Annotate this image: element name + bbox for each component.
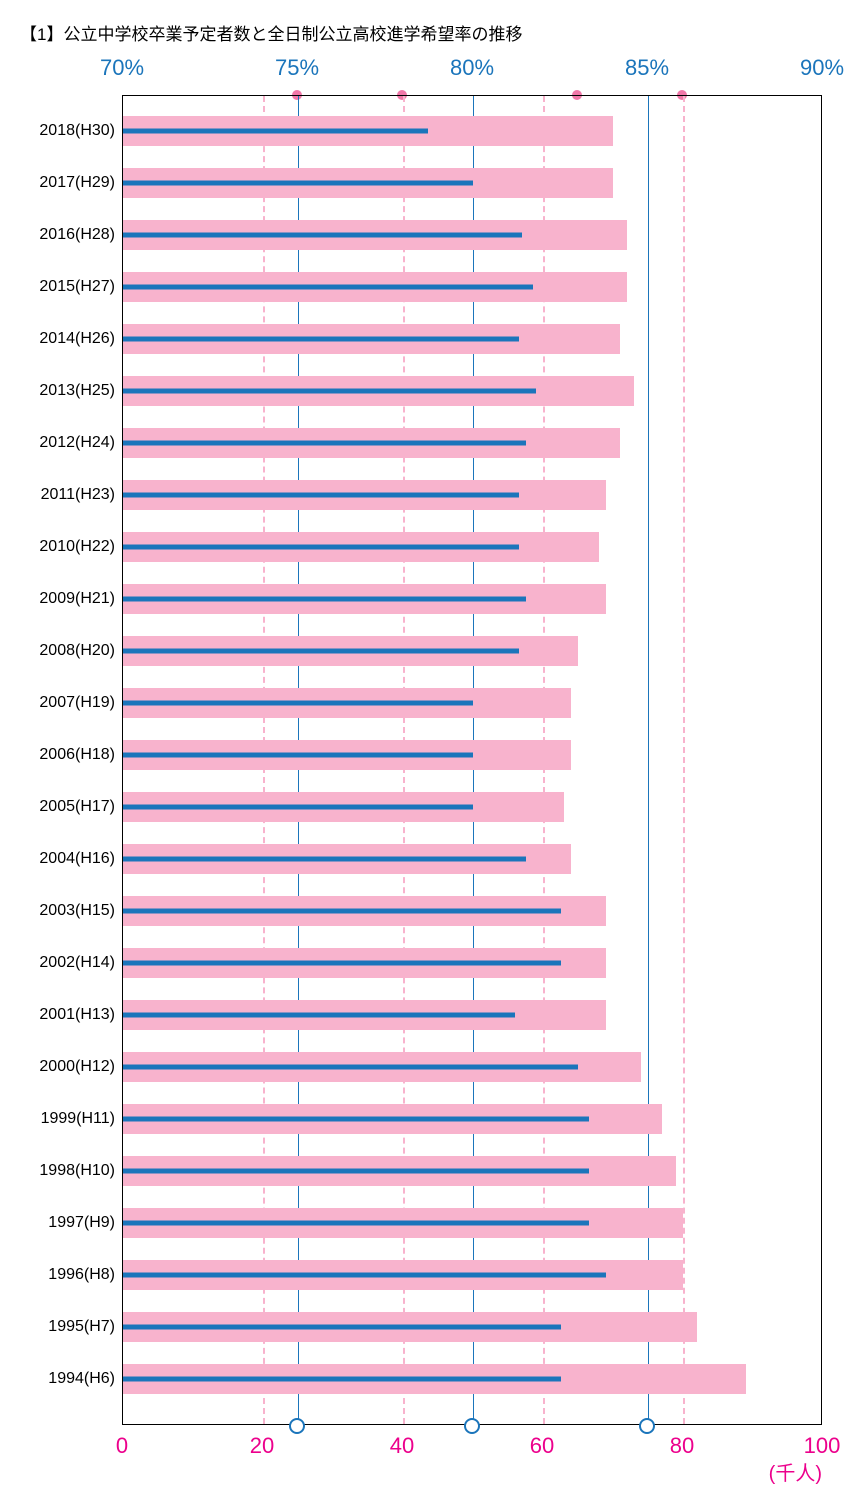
overlay-line	[123, 389, 536, 394]
year-label: 2013(H25)	[39, 382, 115, 400]
bottom-axis-tick: 40	[390, 1433, 414, 1459]
chart-title: 【1】公立中学校卒業予定者数と全日制公立高校進学希望率の推移	[20, 20, 840, 45]
overlay-line	[123, 753, 473, 758]
overlay-line	[123, 1013, 515, 1018]
data-row: 2011(H23)	[123, 480, 821, 510]
year-label: 2004(H16)	[39, 850, 115, 868]
data-row: 2016(H28)	[123, 220, 821, 250]
top-axis-tick: 75%	[275, 55, 319, 81]
year-label: 2015(H27)	[39, 278, 115, 296]
year-label: 1999(H11)	[41, 1110, 115, 1128]
overlay-line	[123, 701, 473, 706]
year-label: 2001(H13)	[39, 1006, 115, 1024]
year-label: 2016(H28)	[39, 226, 115, 244]
year-label: 2000(H12)	[39, 1058, 115, 1076]
plot-area: 2018(H30) 2017(H29) 2016(H28) 2015(H27) 2014…	[122, 95, 822, 1425]
chart-container: 70%75%80%85%90% 2018(H30)2017(H29)2016(H…	[20, 55, 840, 1475]
year-label: 2017(H29)	[39, 174, 115, 192]
year-label: 1998(H10)	[39, 1162, 115, 1180]
year-label: 1997(H9)	[48, 1214, 115, 1232]
year-label: 1995(H7)	[48, 1318, 115, 1336]
data-row: 1998(H10)	[123, 1156, 821, 1186]
year-label: 1994(H6)	[48, 1370, 115, 1388]
bottom-axis-marker-circle	[639, 1418, 655, 1434]
bottom-axis-tick: 100	[804, 1433, 841, 1459]
data-row: 1994(H6)	[123, 1364, 821, 1394]
overlay-line	[123, 1065, 578, 1070]
data-row: 2004(H16)	[123, 844, 821, 874]
data-row: 2010(H22)	[123, 532, 821, 562]
overlay-line	[123, 441, 526, 446]
data-row: 2006(H18)	[123, 740, 821, 770]
data-row: 2018(H30)	[123, 116, 821, 146]
bottom-axis-marker-circle	[464, 1418, 480, 1434]
year-label: 2010(H22)	[39, 538, 115, 556]
data-row: 2009(H21)	[123, 584, 821, 614]
data-row: 2017(H29)	[123, 168, 821, 198]
overlay-line	[123, 649, 519, 654]
data-row: 2012(H24)	[123, 428, 821, 458]
overlay-line	[123, 233, 522, 238]
bottom-axis-tick: 80	[670, 1433, 694, 1459]
bottom-axis-unit: (千人)	[769, 1457, 822, 1486]
bottom-axis-marker-circle	[289, 1418, 305, 1434]
data-row: 2002(H14)	[123, 948, 821, 978]
data-row: 2015(H27)	[123, 272, 821, 302]
year-label: 2002(H14)	[39, 954, 115, 972]
year-label: 2014(H26)	[39, 330, 115, 348]
data-row: 2000(H12)	[123, 1052, 821, 1082]
bottom-axis-tick: 20	[250, 1433, 274, 1459]
overlay-line	[123, 1221, 589, 1226]
overlay-line	[123, 1377, 561, 1382]
overlay-line	[123, 337, 519, 342]
data-row: 2005(H17)	[123, 792, 821, 822]
year-label: 2007(H19)	[39, 694, 115, 712]
overlay-line	[123, 493, 519, 498]
data-row: 1997(H9)	[123, 1208, 821, 1238]
year-label: 2008(H20)	[39, 642, 115, 660]
top-axis-tick: 85%	[625, 55, 669, 81]
year-label: 2011(H23)	[41, 486, 115, 504]
bottom-axis: 020406080100(千人)	[122, 1425, 822, 1475]
overlay-line	[123, 1169, 589, 1174]
top-axis: 70%75%80%85%90%	[122, 55, 822, 95]
data-row: 2013(H25)	[123, 376, 821, 406]
overlay-line	[123, 909, 561, 914]
year-label: 2012(H24)	[39, 434, 115, 452]
data-row: 2008(H20)	[123, 636, 821, 666]
overlay-line	[123, 1325, 561, 1330]
overlay-line	[123, 961, 561, 966]
top-axis-tick: 90%	[800, 55, 844, 81]
overlay-line	[123, 1273, 606, 1278]
year-label: 2018(H30)	[39, 122, 115, 140]
overlay-line	[123, 129, 428, 134]
bottom-axis-tick: 0	[116, 1433, 128, 1459]
data-row: 2003(H15)	[123, 896, 821, 926]
overlay-line	[123, 597, 526, 602]
data-row: 2001(H13)	[123, 1000, 821, 1030]
overlay-line	[123, 1117, 589, 1122]
data-row: 1995(H7)	[123, 1312, 821, 1342]
year-label: 2005(H17)	[39, 798, 115, 816]
data-row: 1999(H11)	[123, 1104, 821, 1134]
top-axis-tick: 80%	[450, 55, 494, 81]
overlay-line	[123, 181, 473, 186]
overlay-line	[123, 805, 473, 810]
overlay-line	[123, 857, 526, 862]
overlay-line	[123, 285, 533, 290]
year-label: 2006(H18)	[39, 746, 115, 764]
bottom-axis-tick: 60	[530, 1433, 554, 1459]
year-label: 1996(H8)	[48, 1266, 115, 1284]
data-row: 1996(H8)	[123, 1260, 821, 1290]
overlay-line	[123, 545, 519, 550]
data-row: 2007(H19)	[123, 688, 821, 718]
year-label: 2009(H21)	[39, 590, 115, 608]
data-row: 2014(H26)	[123, 324, 821, 354]
year-label: 2003(H15)	[39, 902, 115, 920]
top-axis-tick: 70%	[100, 55, 144, 81]
